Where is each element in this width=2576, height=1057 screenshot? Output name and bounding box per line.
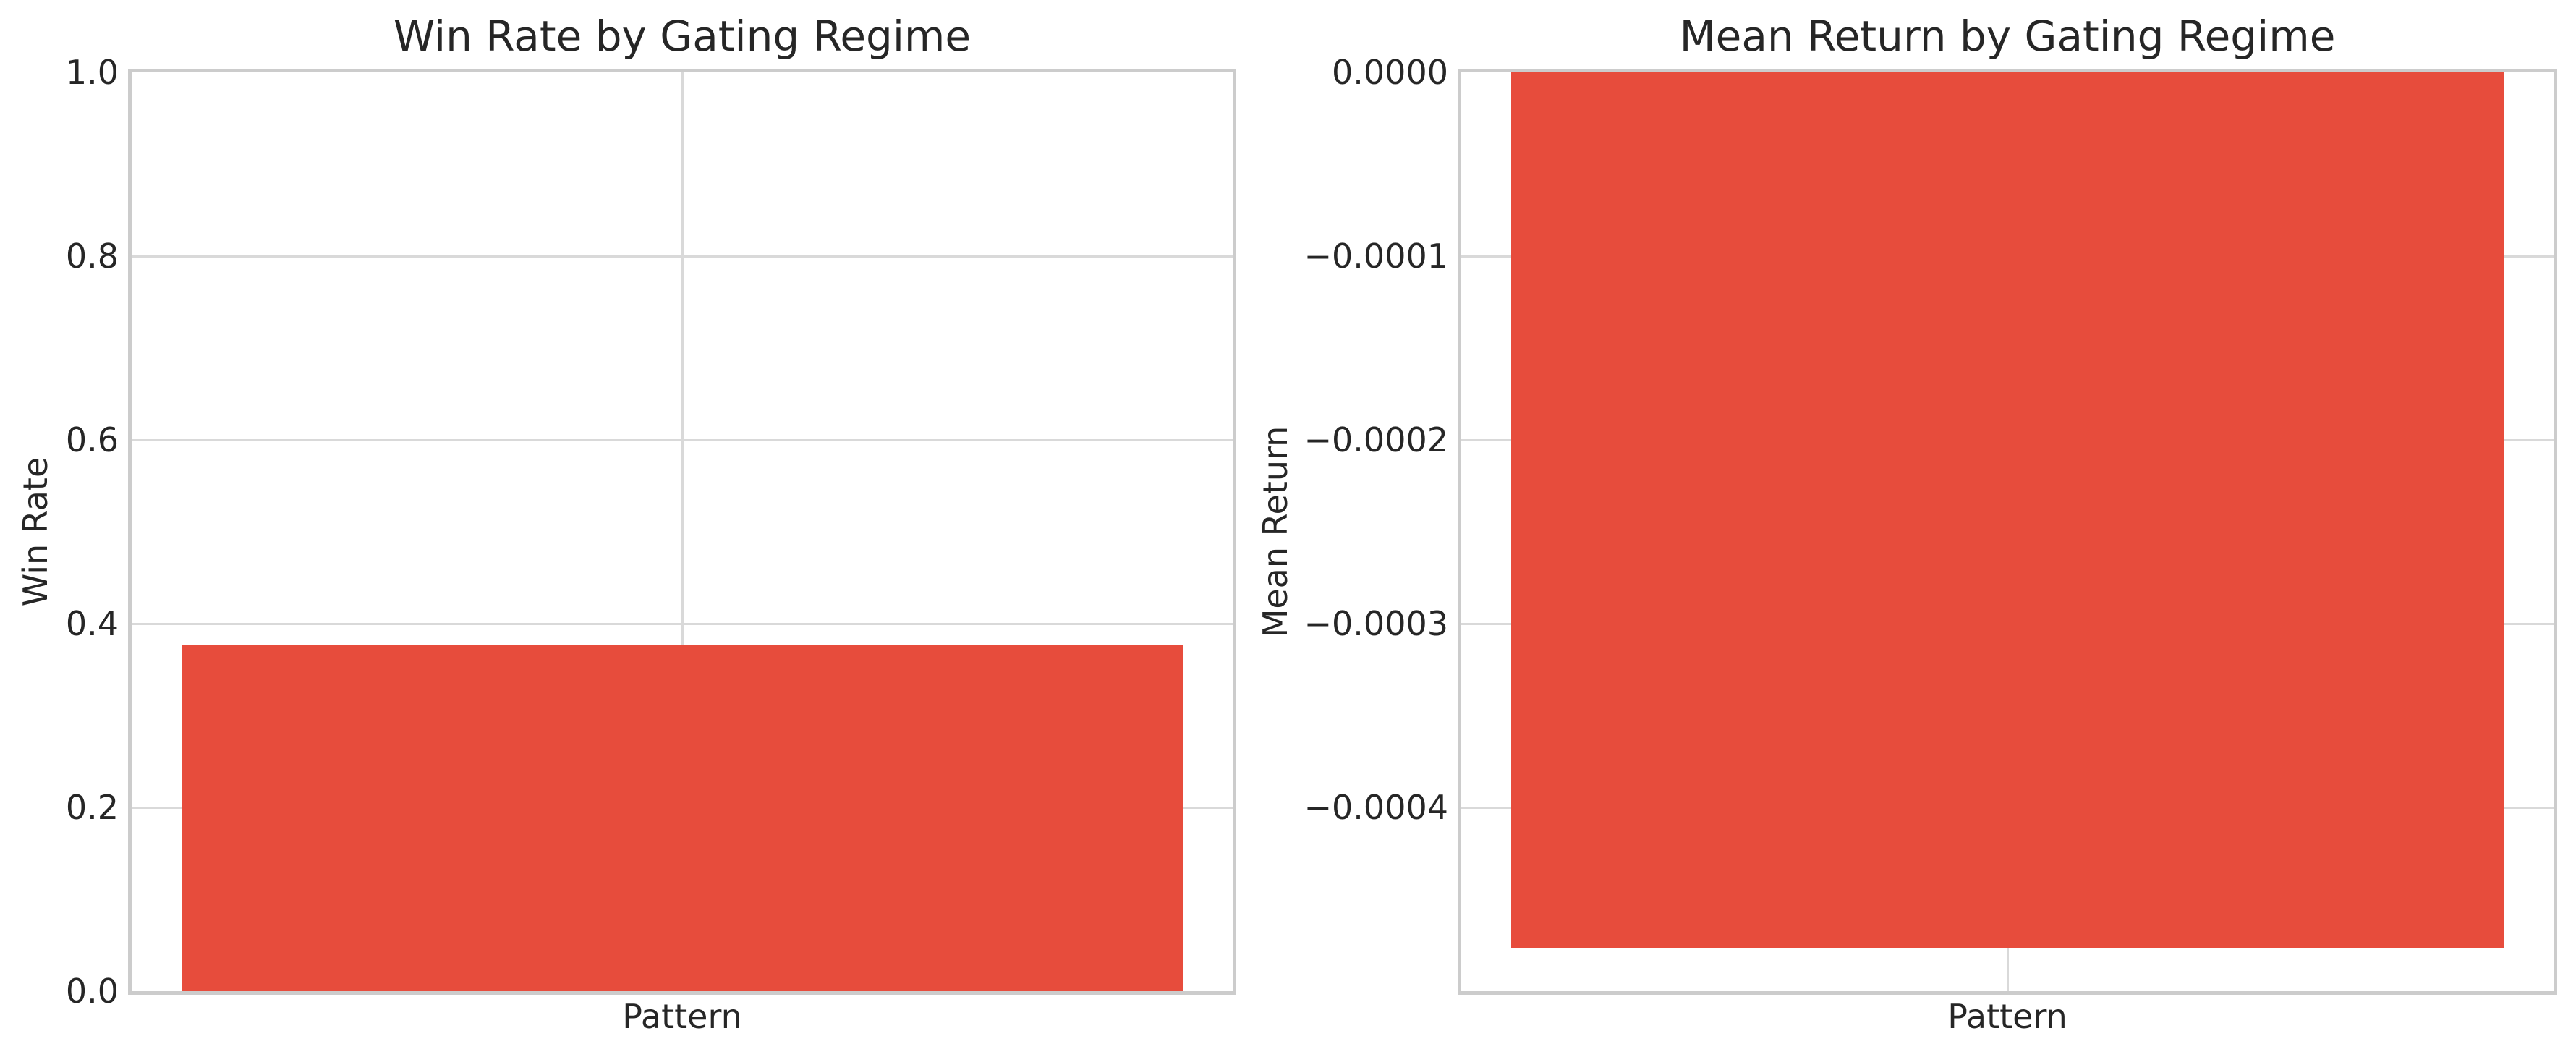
chart-title: Win Rate by Gating Regime xyxy=(393,12,972,61)
plot-area xyxy=(128,69,1236,995)
right-spine xyxy=(2554,69,2557,995)
y-tick-label: 0.6 xyxy=(65,420,119,459)
bottom-spine xyxy=(1458,991,2557,995)
bottom-spine xyxy=(128,991,1236,995)
plot-area xyxy=(1458,69,2557,995)
left-spine xyxy=(128,69,132,995)
y-tick-label: 0.0 xyxy=(65,972,119,1011)
x-axis-label: Pattern xyxy=(622,997,742,1036)
y-tick-label: −0.0004 xyxy=(1304,788,1449,828)
gridline xyxy=(681,72,684,991)
y-axis-label: Mean Return xyxy=(1256,425,1295,638)
y-tick-label: 0.0000 xyxy=(1332,53,1448,92)
chart-title: Mean Return by Gating Regime xyxy=(1679,12,2336,61)
right-spine xyxy=(1233,69,1236,995)
y-tick-label: 0.2 xyxy=(65,788,119,827)
win-rate-bar xyxy=(182,645,1183,991)
mean-return-bar xyxy=(1510,72,2504,948)
top-spine xyxy=(1458,69,2557,72)
y-tick-label: 1.0 xyxy=(65,53,119,92)
y-tick-label: −0.0002 xyxy=(1304,420,1449,460)
y-tick-label: 0.8 xyxy=(65,237,119,276)
y-tick-label: −0.0003 xyxy=(1304,604,1449,644)
y-tick-label: 0.4 xyxy=(65,604,119,643)
y-tick-label: −0.0001 xyxy=(1304,237,1449,276)
x-axis-label: Pattern xyxy=(1947,997,2067,1036)
left-spine xyxy=(1458,69,1461,995)
top-spine xyxy=(128,69,1236,72)
